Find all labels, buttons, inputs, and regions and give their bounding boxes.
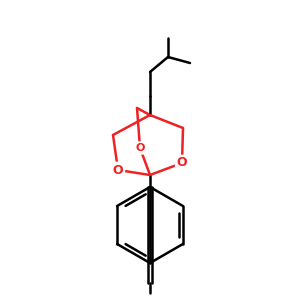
Text: O: O (113, 164, 123, 176)
Text: O: O (177, 157, 187, 169)
Text: O: O (135, 143, 145, 153)
